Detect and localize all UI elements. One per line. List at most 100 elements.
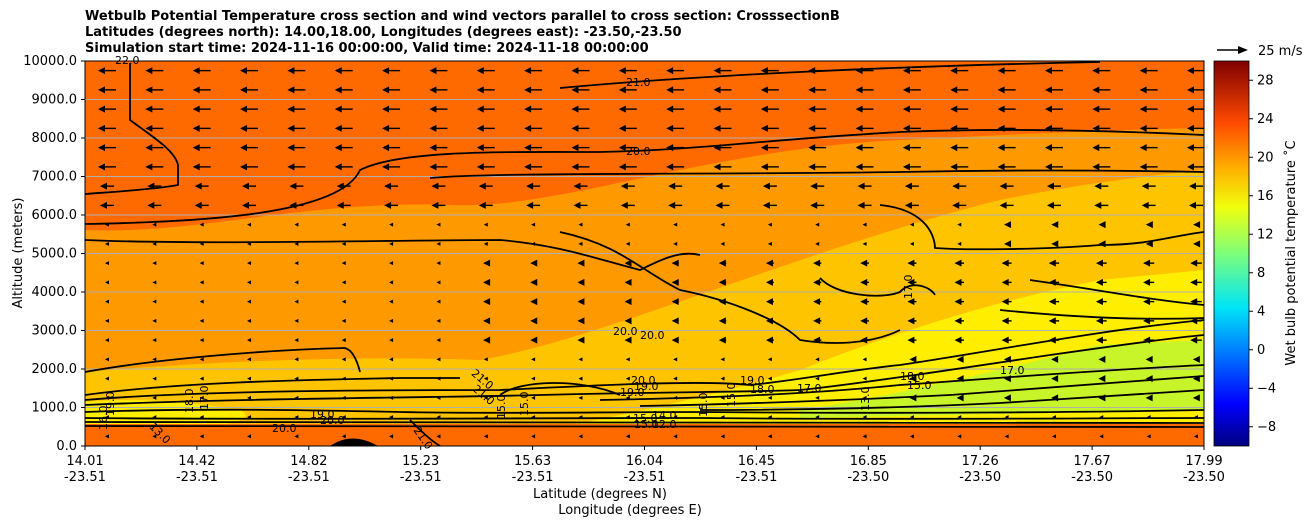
wind-vector [1092, 105, 1111, 113]
wind-vector [289, 201, 304, 209]
wind-vector [294, 261, 299, 266]
wind-vector [578, 222, 583, 227]
wind-vector [436, 395, 441, 400]
wind-vector [199, 338, 204, 343]
x-tick-label-lon: -23.50 [1183, 470, 1225, 485]
wind-vector [760, 144, 779, 152]
wind-vector [192, 163, 211, 171]
wind-vector [336, 182, 351, 190]
wind-vector [531, 357, 536, 362]
wind-vector [952, 201, 967, 209]
wind-vector [1194, 415, 1198, 420]
x-tick-label-lon: -23.51 [64, 470, 106, 485]
wind-vector [287, 67, 306, 75]
wind-vector [341, 318, 346, 323]
wind-vector [530, 278, 538, 286]
wind-vector [671, 278, 679, 286]
wind-vector [105, 280, 109, 285]
wind-vector [429, 105, 448, 113]
wind-vector [666, 144, 685, 152]
wind-vector [382, 144, 401, 152]
contour-label: 17.0 [902, 275, 915, 300]
wind-vector [389, 434, 394, 439]
wind-vector [341, 338, 346, 343]
contour-17 [599, 364, 1204, 401]
wind-vector [389, 338, 394, 343]
contour-label: 19.0 [740, 374, 765, 387]
wind-vector [904, 182, 919, 190]
wind-vector [145, 124, 164, 132]
wind-vector [952, 182, 967, 190]
wind-vector [341, 280, 346, 285]
wind-vector [1051, 415, 1056, 420]
wind-vector [1098, 394, 1106, 402]
wind-vector [673, 241, 678, 246]
x-tick-label-lon: -23.51 [735, 470, 777, 485]
wind-vector [713, 67, 732, 75]
wind-vector [760, 163, 779, 171]
chart-title-line-1: Wetbulb Potential Temperature cross sect… [85, 9, 840, 24]
wind-vector [334, 144, 353, 152]
contour-label: 16.0 [97, 406, 110, 431]
wind-vector [1051, 240, 1059, 248]
wind-vector [530, 298, 538, 306]
contour-label: 15.0 [495, 395, 508, 420]
wind-vector [476, 124, 495, 132]
wind-vector [808, 163, 827, 171]
contour-label: 18.0 [750, 383, 775, 396]
wind-vector [1001, 317, 1012, 325]
wind-vector [902, 67, 921, 75]
contour-21-low [409, 419, 441, 446]
wind-vector [1098, 221, 1106, 229]
wind-vector [1143, 336, 1155, 344]
wind-vector [476, 105, 495, 113]
wind-vector [815, 357, 820, 362]
wind-vector [950, 86, 969, 94]
contour-15 [699, 389, 1204, 411]
wind-vector [1004, 240, 1012, 248]
wind-vector [483, 434, 488, 439]
x-tick-label-lon: -23.51 [624, 470, 666, 485]
contour-label: 20.0 [631, 374, 656, 387]
wind-vector [1004, 415, 1009, 420]
x-tick-label-lon: -23.51 [400, 470, 442, 485]
colorbar-label: Wet bulb potential temperature ˚C [1283, 140, 1299, 365]
wind-vector [808, 105, 827, 113]
contour-label: 13.0 [859, 387, 872, 412]
wind-vector [720, 357, 725, 362]
quiver-key-arrow-head [1238, 46, 1248, 54]
wind-vector [767, 434, 772, 439]
contour-label: 14.0 [652, 409, 677, 422]
wind-vector [577, 336, 585, 344]
wind-vector [294, 376, 299, 381]
wind-vector [192, 144, 211, 152]
wind-vector [620, 182, 635, 190]
wind-vector [1098, 240, 1106, 248]
wind-vector [625, 376, 630, 381]
wind-vector [247, 222, 252, 227]
x-tick-label-lon: -23.51 [176, 470, 218, 485]
wind-vector [105, 261, 109, 266]
wind-vector [483, 298, 491, 306]
wind-vector [1099, 434, 1104, 439]
wind-vector [671, 336, 679, 344]
wind-vector [1141, 182, 1156, 190]
colorbar-tick-label: 16 [1257, 189, 1274, 204]
wind-vector [720, 222, 725, 227]
wind-vector [909, 394, 917, 402]
wind-vector [1189, 201, 1203, 209]
wind-vector [625, 415, 630, 420]
wind-vector [192, 105, 211, 113]
wind-vector [1141, 201, 1156, 209]
wind-vector [1092, 67, 1111, 75]
wind-vector [199, 415, 204, 420]
x-tick-label-lon: -23.50 [959, 470, 1001, 485]
wind-vector [478, 201, 493, 209]
wind-vector [1001, 336, 1012, 344]
wind-vector [145, 163, 164, 171]
contour-label: 17.0 [1000, 364, 1025, 377]
wind-vector [718, 317, 727, 325]
wind-vector [618, 124, 637, 132]
wind-vector [1187, 67, 1204, 75]
wind-vector [765, 336, 774, 344]
